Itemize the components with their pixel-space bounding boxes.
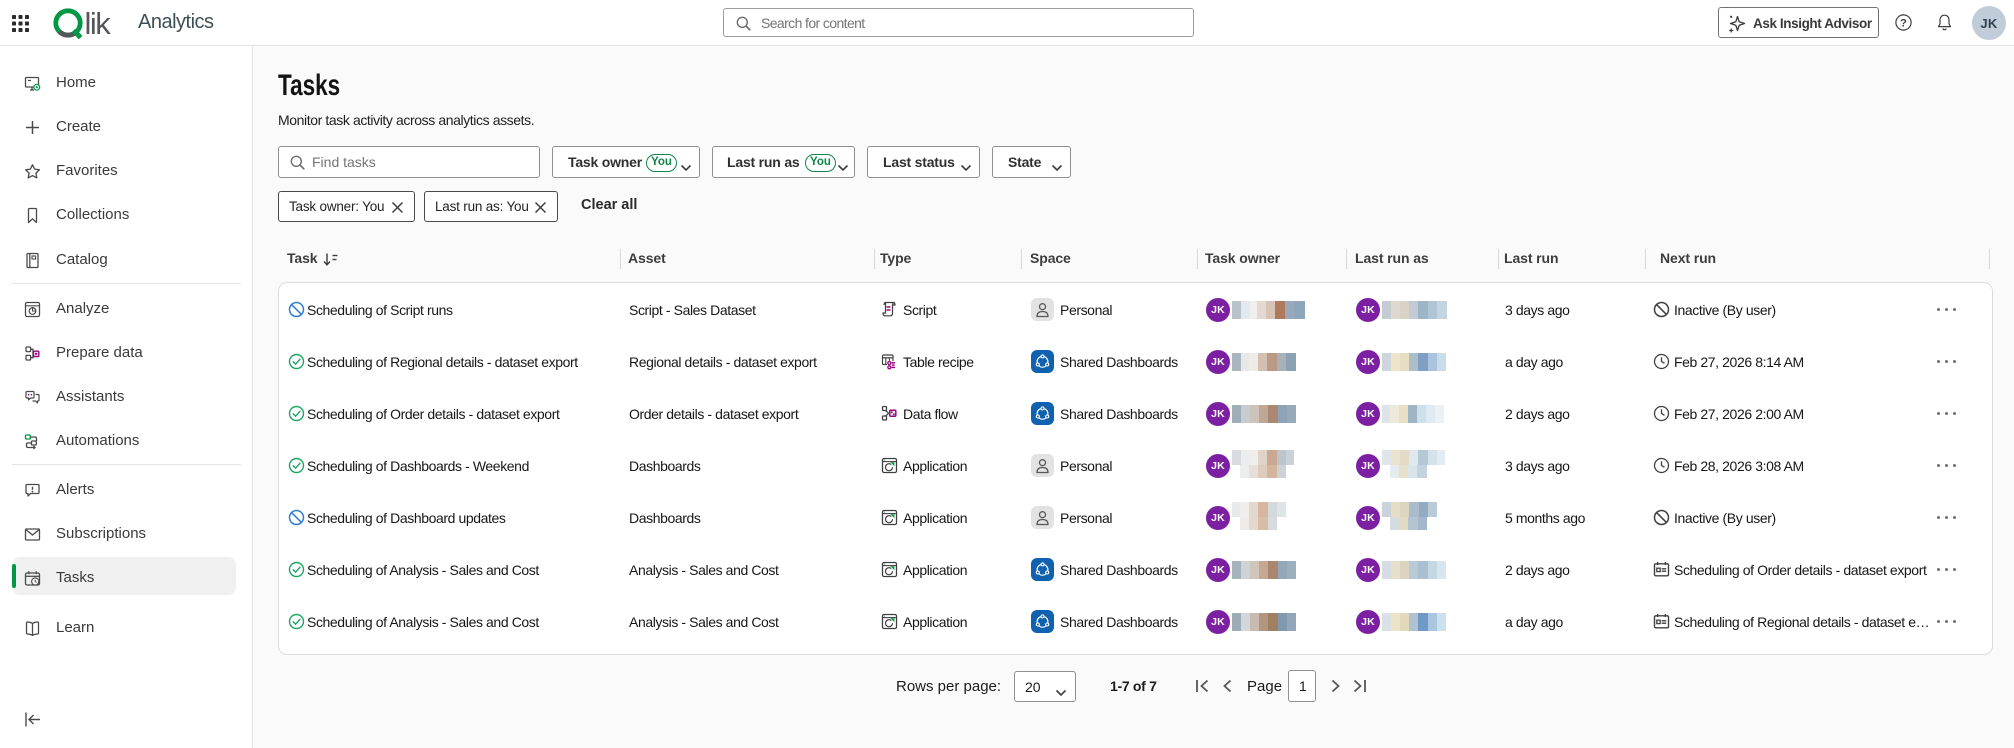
svg-text:lik: lik	[85, 6, 112, 41]
svg-text:?: ?	[1900, 17, 1907, 29]
